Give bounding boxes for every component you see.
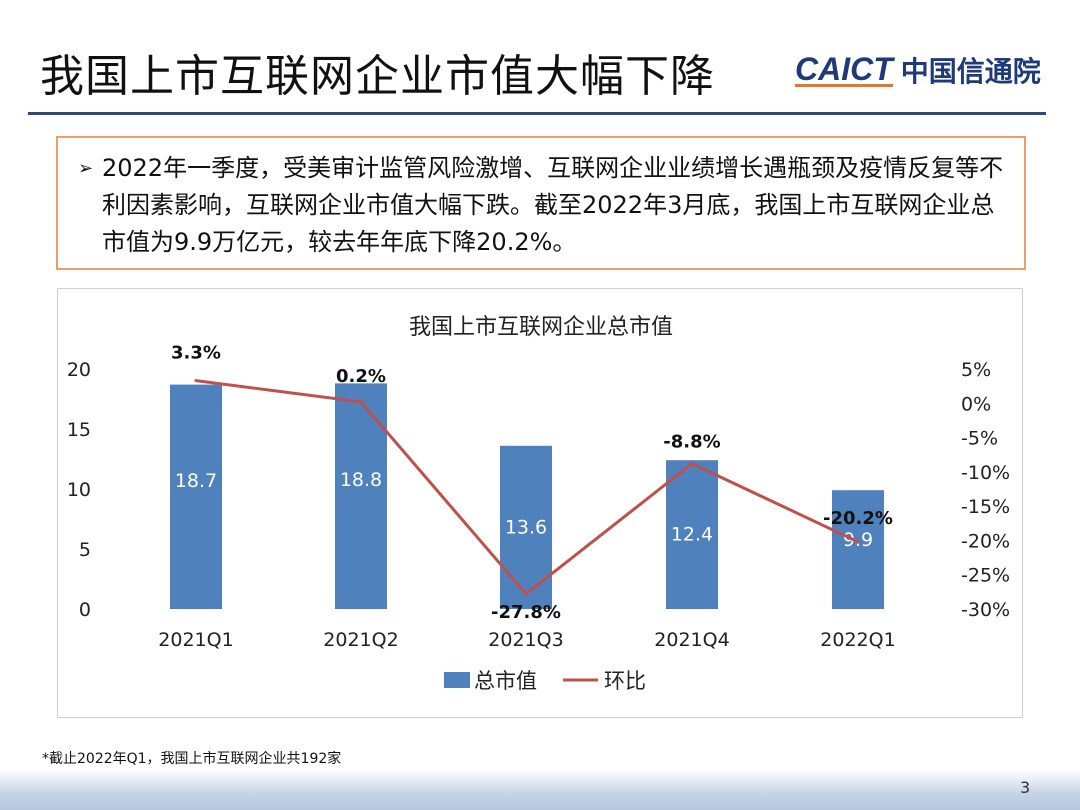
caict-logo: CAICT 中国信通院 bbox=[795, 50, 1041, 90]
legend-bar-label: 总市值 bbox=[474, 669, 537, 693]
legend-line-label: 环比 bbox=[604, 669, 646, 693]
chart-svg: 我国上市互联网企业总市值 0 5 10 15 20 5% 0% -5% -10% -15% -20% -… bbox=[67, 315, 1010, 693]
x-axis-tick: 2021Q4 bbox=[654, 629, 729, 651]
line-data-label: -27.8% bbox=[491, 602, 561, 623]
x-axis-tick: 2022Q1 bbox=[820, 629, 895, 651]
bar-data-label: 18.8 bbox=[340, 469, 382, 491]
line-data-label: 0.2% bbox=[336, 366, 386, 387]
left-axis-tick: 5 bbox=[79, 539, 91, 561]
right-axis-tick: -10% bbox=[961, 462, 1010, 484]
right-axis-tick: 0% bbox=[961, 393, 991, 415]
line-point bbox=[194, 379, 198, 383]
page-number: 3 bbox=[1020, 778, 1031, 797]
bar bbox=[170, 384, 222, 609]
left-axis-tick: 10 bbox=[67, 479, 91, 501]
right-axis-tick: -5% bbox=[961, 428, 998, 450]
line-point bbox=[856, 540, 860, 544]
bar bbox=[335, 383, 387, 609]
left-axis-tick: 0 bbox=[79, 599, 91, 621]
x-axis-tick: 2021Q3 bbox=[488, 629, 563, 651]
title-divider bbox=[28, 112, 1046, 115]
right-axis-tick: -20% bbox=[961, 530, 1010, 552]
left-axis-tick: 20 bbox=[67, 359, 91, 381]
chart-title: 我国上市互联网企业总市值 bbox=[409, 315, 673, 340]
right-axis-tick: -30% bbox=[961, 599, 1010, 621]
right-axis-tick: -15% bbox=[961, 496, 1010, 518]
line-point bbox=[359, 400, 363, 404]
right-axis-tick: 5% bbox=[961, 359, 991, 381]
bar-data-label: 12.4 bbox=[671, 524, 713, 546]
bar-data-label: 18.7 bbox=[175, 470, 217, 492]
line-point bbox=[524, 592, 528, 596]
arrow-bullet-icon: ➢ bbox=[78, 158, 94, 179]
line-point bbox=[690, 462, 694, 466]
left-axis-tick: 15 bbox=[67, 419, 91, 441]
right-axis-tick: -25% bbox=[961, 565, 1010, 587]
x-axis-tick: 2021Q2 bbox=[323, 629, 398, 651]
line-data-label: -20.2% bbox=[823, 508, 893, 529]
logo-cn: 中国信通院 bbox=[900, 55, 1041, 88]
chart: 我国上市互联网企业总市值 0 5 10 15 20 5% 0% -5% -10% -15% -20% -… bbox=[57, 288, 1023, 718]
line-data-label: -8.8% bbox=[663, 432, 720, 453]
slide-title: 我国上市互联网企业市值大幅下降 bbox=[40, 51, 715, 102]
summary-box: ➢ 2022年一季度，受美审计监管风险激增、互联网企业业绩增长遇瓶颈及疫情反复等… bbox=[56, 136, 1026, 270]
footer-band bbox=[0, 770, 1080, 810]
line-data-label: 3.3% bbox=[171, 343, 221, 364]
bar bbox=[832, 490, 884, 609]
x-axis-tick: 2021Q1 bbox=[158, 629, 233, 651]
legend-bar-swatch bbox=[444, 672, 470, 688]
logo-en: CAICT bbox=[795, 50, 893, 87]
bar bbox=[666, 460, 718, 609]
summary-text: 2022年一季度，受美审计监管风险激增、互联网企业业绩增长遇瓶颈及疫情反复等不利… bbox=[102, 154, 1004, 256]
footnote: *截止2022年Q1，我国上市互联网企业共192家 bbox=[42, 751, 342, 767]
bar-data-label: 13.6 bbox=[505, 516, 547, 538]
